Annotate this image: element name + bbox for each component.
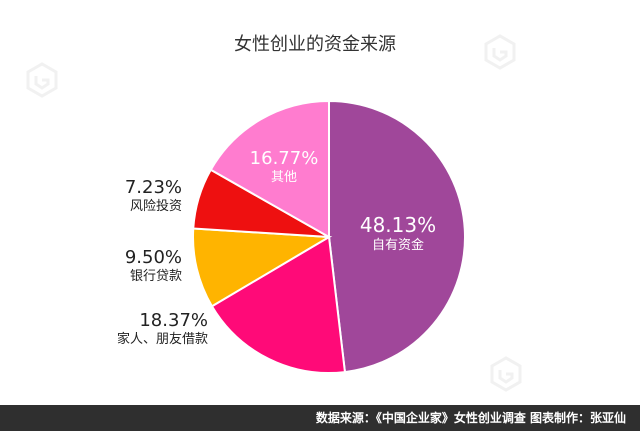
footer-source-text: 数据来源：《中国企业家》女性创业调查 图表制作：张亚仙	[315, 411, 626, 425]
footer-bar: 数据来源：《中国企业家》女性创业调查 图表制作：张亚仙	[0, 405, 640, 431]
slice-category-label: 其他	[271, 170, 297, 185]
pie-slice-5	[209, 99, 330, 239]
pie-slice-3	[192, 227, 333, 308]
slice-category-label: 风险投资	[130, 198, 182, 214]
slice-category-label: 银行贷款	[130, 269, 182, 284]
slice-value-label: 7.23%	[125, 177, 182, 198]
slice-value-label: 16.77%	[250, 148, 319, 169]
pie-labels: 48.13%自有资金 18.37%家人、朋友借款 9.50%银行贷款 7.23%风险投…	[117, 148, 436, 347]
pie-slice-2	[210, 235, 347, 374]
pie-slice-1	[328, 99, 466, 374]
watermark-logo-icon	[26, 34, 522, 392]
pie-slices	[192, 99, 466, 374]
slice-value-label: 18.37%	[139, 310, 208, 331]
chart-title: 女性创业的资金来源	[234, 34, 396, 55]
slice-value-label: 48.13%	[360, 213, 436, 237]
slice-value-label: 9.50%	[125, 247, 182, 268]
slice-category-label: 家人、朋友借款	[117, 331, 208, 347]
slice-category-label: 自有资金	[372, 237, 424, 253]
